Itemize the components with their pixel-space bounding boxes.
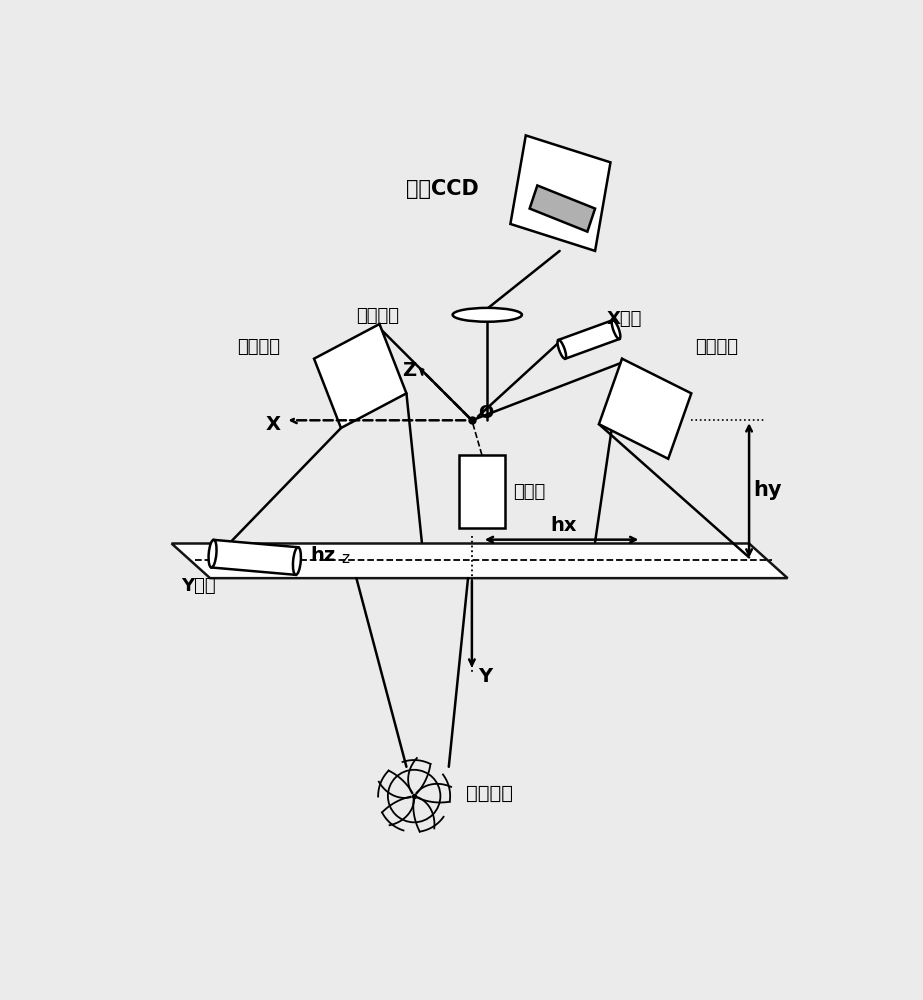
Text: Z: Z [402, 361, 416, 380]
Text: 左反射镜: 左反射镜 [237, 338, 280, 356]
Polygon shape [599, 359, 691, 459]
Text: 被测目标: 被测目标 [466, 784, 513, 803]
Text: hz: hz [310, 546, 335, 565]
Polygon shape [314, 324, 406, 428]
Text: hx: hx [550, 516, 577, 535]
Text: 线阵CCD: 线阵CCD [406, 179, 479, 199]
Text: 成像透镜: 成像透镜 [356, 307, 400, 325]
Ellipse shape [557, 340, 566, 359]
Polygon shape [211, 540, 298, 575]
Text: O: O [478, 404, 493, 422]
Polygon shape [558, 320, 619, 359]
Text: X: X [266, 415, 281, 434]
Polygon shape [172, 544, 787, 578]
Text: hy: hy [754, 480, 782, 500]
Text: 右反射镜: 右反射镜 [695, 338, 738, 356]
Text: 激光器: 激光器 [512, 483, 545, 501]
Text: Y: Y [478, 667, 492, 686]
Text: X振镜: X振镜 [606, 310, 642, 328]
Polygon shape [530, 185, 595, 232]
Polygon shape [510, 135, 610, 251]
Ellipse shape [452, 308, 521, 322]
Ellipse shape [612, 320, 620, 339]
Polygon shape [459, 455, 505, 528]
Text: z: z [341, 551, 349, 566]
Text: Y振镜: Y振镜 [181, 577, 215, 595]
Ellipse shape [209, 540, 217, 567]
Ellipse shape [293, 547, 301, 575]
